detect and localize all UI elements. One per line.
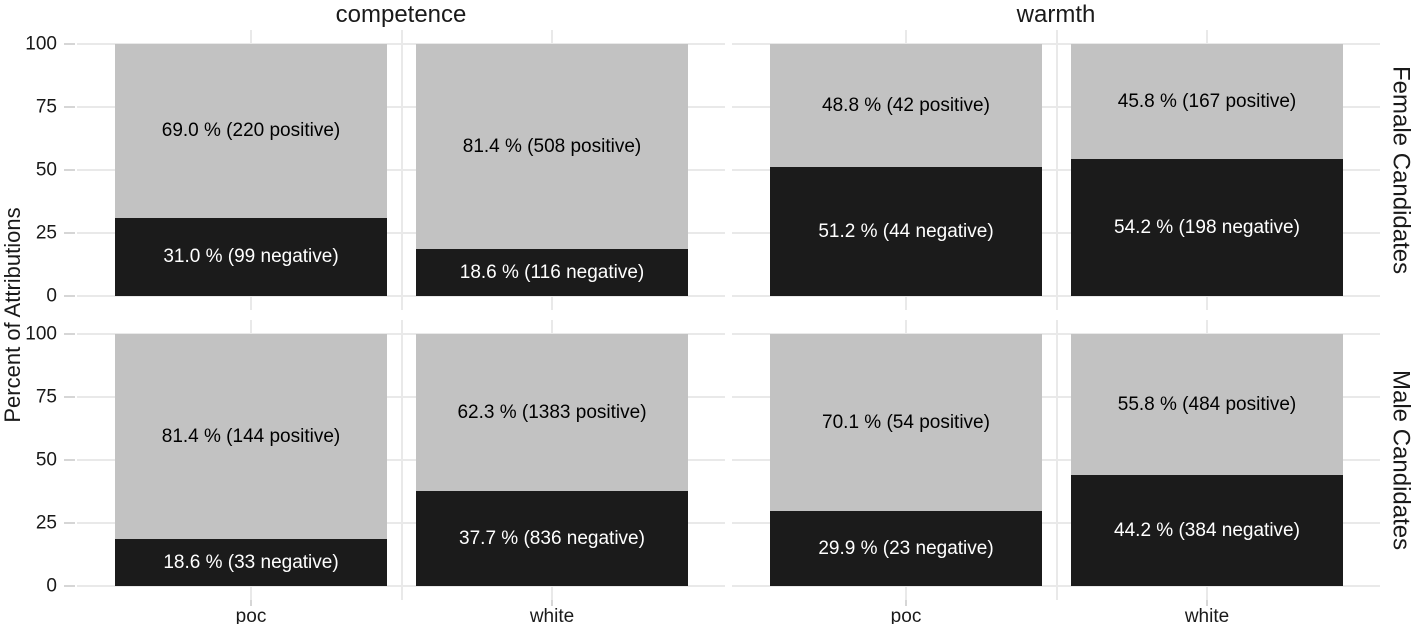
facet-row-strip-female: Female Candidates <box>1380 30 1421 310</box>
bar-poc: 69.0 % (220 positive) 31.0 % (99 negative… <box>115 44 387 296</box>
bar-label-positive: 69.0 % (220 positive) <box>161 120 341 142</box>
bar-segment-positive: 81.4 % (508 positive) <box>416 44 688 250</box>
bar-label-positive: 62.3 % (1383 positive) <box>457 401 647 423</box>
bar-segment-negative: 37.7 % (836 negative) <box>416 490 688 586</box>
y-tick-label: 0 <box>46 285 57 307</box>
bar-label-negative: 51.2 % (44 negative) <box>818 220 994 242</box>
x-axis-labels-warmth: poc white <box>732 600 1380 624</box>
y-tick-label: 25 <box>35 222 57 244</box>
bar-segment-negative: 54.2 % (198 negative) <box>1071 159 1343 296</box>
y-axis-tick <box>64 106 75 108</box>
bar-segment-positive: 81.4 % (144 positive) <box>115 334 387 540</box>
y-axis-tick <box>64 585 75 587</box>
bar-label-negative: 44.2 % (384 negative) <box>1114 519 1300 541</box>
y-axis-labels-bottom-row: 0 25 50 75 100 <box>25 320 77 600</box>
panel-competence-male: 81.4 % (144 positive) 18.6 % (33 negative… <box>77 320 725 600</box>
facet-column-title-warmth: warmth <box>1016 1 1096 28</box>
x-axis-tick <box>1206 600 1208 606</box>
y-tick-label: 50 <box>35 159 57 181</box>
y-axis-tick <box>64 295 75 297</box>
y-tick-label: 0 <box>46 575 57 597</box>
bar-segment-positive: 69.0 % (220 positive) <box>115 44 387 218</box>
bar-segment-positive: 48.8 % (42 positive) <box>770 44 1042 167</box>
bar-white: 62.3 % (1383 positive) 37.7 % (836 negati… <box>416 334 688 586</box>
y-axis-tick <box>64 396 75 398</box>
x-tick-label-white: white <box>1184 606 1230 624</box>
bar-segment-negative: 31.0 % (99 negative) <box>115 217 387 296</box>
bar-segment-positive: 55.8 % (484 positive) <box>1071 334 1343 475</box>
bar-label-negative: 18.6 % (33 negative) <box>163 552 339 574</box>
y-tick-label: 100 <box>25 33 57 55</box>
y-axis-tick <box>64 43 75 45</box>
panel-warmth-female: 48.8 % (42 positive) 51.2 % (44 negative)… <box>732 30 1380 310</box>
bar-label-positive: 81.4 % (144 positive) <box>161 426 341 448</box>
x-minor-gridline <box>401 320 403 600</box>
y-axis-labels-top-row: 0 25 50 75 100 <box>25 30 77 310</box>
y-axis-tick <box>64 522 75 524</box>
y-axis-tick <box>64 459 75 461</box>
bar-segment-positive: 62.3 % (1383 positive) <box>416 334 688 491</box>
bar-label-positive: 48.8 % (42 positive) <box>822 94 990 116</box>
x-tick-label-poc: poc <box>890 606 922 624</box>
bar-label-positive: 55.8 % (484 positive) <box>1117 393 1297 415</box>
facet-row-strip-male: Male Candidates <box>1380 320 1421 600</box>
bar-segment-positive: 45.8 % (167 positive) <box>1071 44 1343 160</box>
y-tick-label: 100 <box>25 323 57 345</box>
x-axis-tick <box>905 600 907 606</box>
x-tick-label-white: white <box>529 606 575 624</box>
facet-column-title-competence: competence <box>335 1 467 28</box>
bar-segment-negative: 44.2 % (384 negative) <box>1071 474 1343 586</box>
bar-label-positive: 45.8 % (167 positive) <box>1117 91 1297 113</box>
y-tick-label: 50 <box>35 449 57 471</box>
bar-segment-positive: 70.1 % (54 positive) <box>770 334 1042 511</box>
facet-row-label-male: Male Candidates <box>1387 369 1415 551</box>
facet-row-label-female: Female Candidates <box>1387 65 1415 275</box>
y-axis-tick <box>64 232 75 234</box>
bar-poc: 81.4 % (144 positive) 18.6 % (33 negative… <box>115 334 387 586</box>
x-minor-gridline <box>1056 30 1058 310</box>
bar-label-positive: 81.4 % (508 positive) <box>462 136 642 158</box>
bar-label-negative: 18.6 % (116 negative) <box>459 262 645 284</box>
panel-competence-female: 69.0 % (220 positive) 31.0 % (99 negative… <box>77 30 725 310</box>
y-axis-title: Percent of Attributions <box>0 30 26 600</box>
x-tick-label-poc: poc <box>235 606 267 624</box>
bar-poc: 48.8 % (42 positive) 51.2 % (44 negative) <box>770 44 1042 296</box>
bar-label-positive: 70.1 % (54 positive) <box>822 411 990 433</box>
y-axis-tick <box>64 169 75 171</box>
y-axis-title-text: Percent of Attributions <box>0 207 25 423</box>
bar-label-negative: 37.7 % (836 negative) <box>459 527 645 549</box>
bar-label-negative: 54.2 % (198 negative) <box>1114 217 1300 239</box>
bar-label-negative: 29.9 % (23 negative) <box>818 537 994 559</box>
y-tick-label: 25 <box>35 512 57 534</box>
x-axis-tick <box>551 600 553 606</box>
bar-white: 45.8 % (167 positive) 54.2 % (198 negativ… <box>1071 44 1343 296</box>
bar-white: 55.8 % (484 positive) 44.2 % (384 negativ… <box>1071 334 1343 586</box>
bar-segment-negative: 29.9 % (23 negative) <box>770 510 1042 586</box>
bar-segment-negative: 18.6 % (116 negative) <box>416 249 688 296</box>
bar-segment-negative: 51.2 % (44 negative) <box>770 166 1042 296</box>
x-axis-labels-competence: poc white <box>77 600 725 624</box>
y-tick-label: 75 <box>35 386 57 408</box>
y-axis-tick <box>64 333 75 335</box>
panel-warmth-male: 70.1 % (54 positive) 29.9 % (23 negative)… <box>732 320 1380 600</box>
bar-white: 81.4 % (508 positive) 18.6 % (116 negativ… <box>416 44 688 296</box>
x-minor-gridline <box>401 30 403 310</box>
x-axis-tick <box>250 600 252 606</box>
bar-poc: 70.1 % (54 positive) 29.9 % (23 negative) <box>770 334 1042 586</box>
bar-segment-negative: 18.6 % (33 negative) <box>115 539 387 586</box>
x-minor-gridline <box>1056 320 1058 600</box>
y-tick-label: 75 <box>35 96 57 118</box>
bar-label-negative: 31.0 % (99 negative) <box>163 246 339 268</box>
